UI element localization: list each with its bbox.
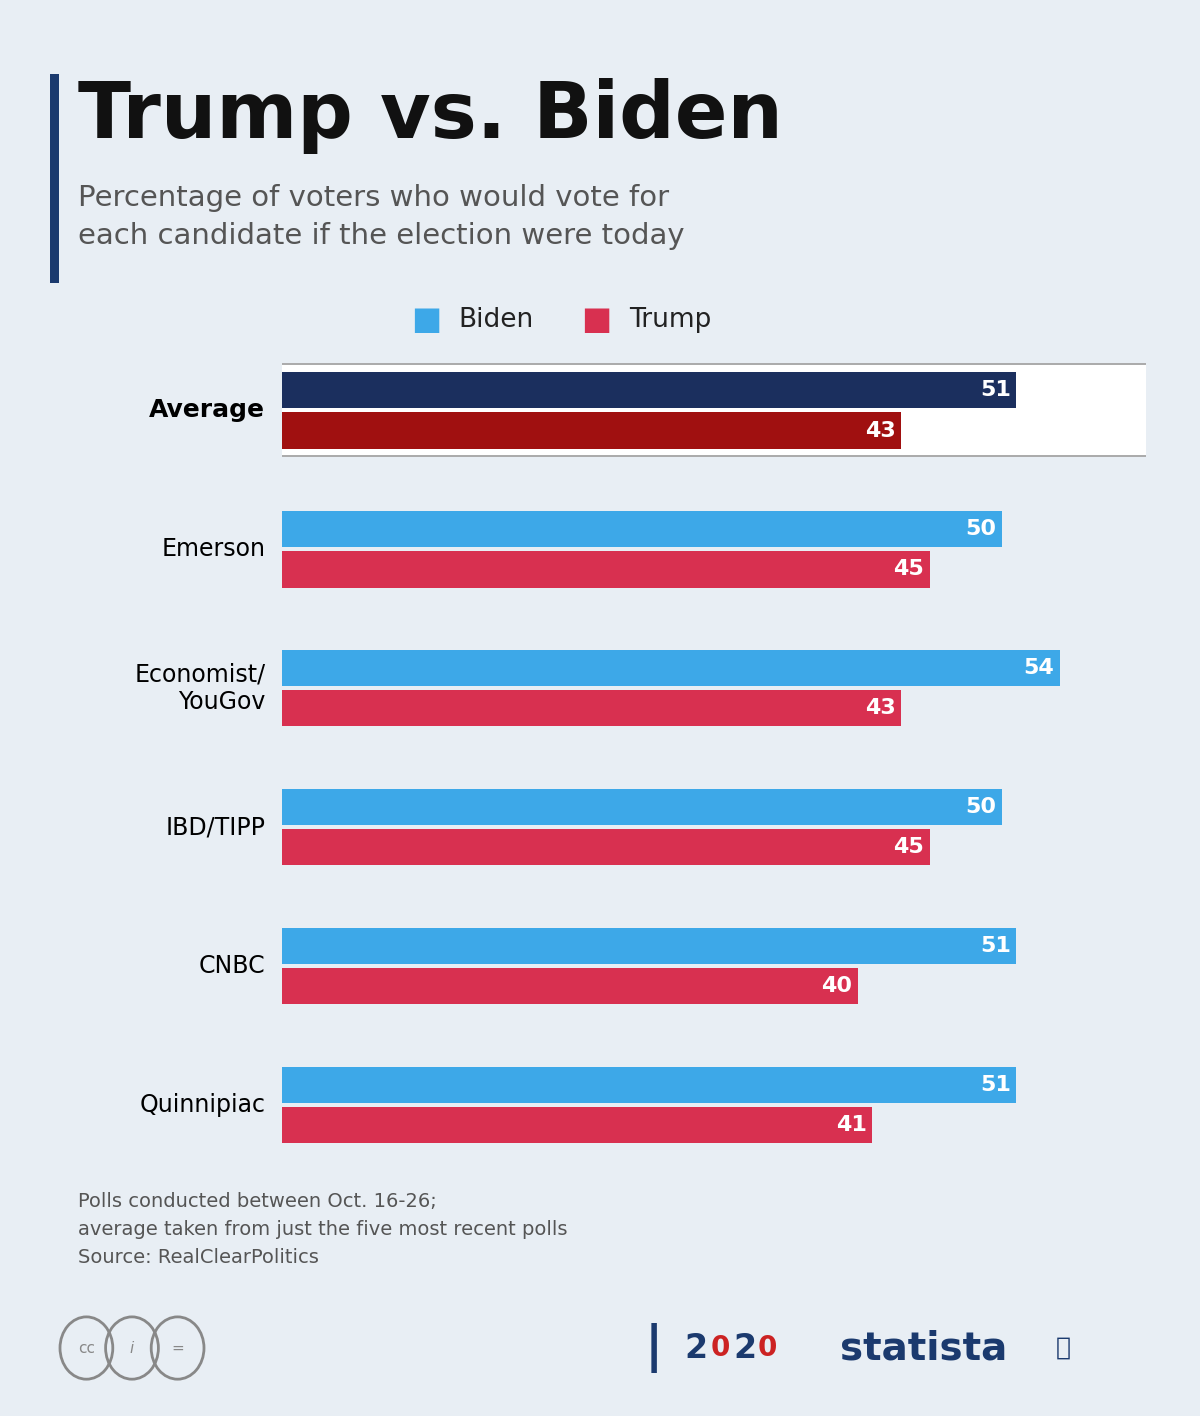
- Text: 0: 0: [710, 1334, 730, 1362]
- Text: 43: 43: [865, 698, 895, 718]
- Text: 2: 2: [684, 1331, 707, 1365]
- Text: =: =: [172, 1341, 184, 1355]
- Text: ■: ■: [410, 304, 442, 336]
- Text: |: |: [644, 1323, 664, 1374]
- Text: ⬛: ⬛: [1056, 1337, 1072, 1359]
- Text: 51: 51: [979, 1075, 1010, 1095]
- FancyBboxPatch shape: [260, 364, 1168, 456]
- Text: 43: 43: [865, 421, 895, 440]
- Text: Polls conducted between Oct. 16-26;
average taken from just the five most recent: Polls conducted between Oct. 16-26; aver…: [78, 1192, 568, 1267]
- Bar: [282, 789, 1002, 824]
- Text: 50: 50: [965, 797, 996, 817]
- Bar: [282, 511, 1002, 547]
- Text: Biden: Biden: [458, 307, 534, 333]
- Bar: [282, 969, 858, 1004]
- Bar: [282, 1107, 872, 1143]
- Text: 51: 51: [979, 936, 1010, 956]
- Text: ■: ■: [581, 304, 612, 336]
- Bar: [282, 372, 1016, 408]
- Text: 54: 54: [1024, 658, 1054, 678]
- Text: Percentage of voters who would vote for
each candidate if the election were toda: Percentage of voters who would vote for …: [78, 184, 685, 251]
- Text: 45: 45: [894, 837, 924, 857]
- Text: 50: 50: [965, 518, 996, 539]
- Text: 41: 41: [835, 1116, 866, 1136]
- Bar: [282, 551, 930, 588]
- Text: 40: 40: [821, 976, 852, 997]
- Text: 2: 2: [733, 1331, 756, 1365]
- Text: cc: cc: [78, 1341, 95, 1355]
- Text: statista: statista: [840, 1330, 1007, 1366]
- Bar: [282, 691, 901, 726]
- Bar: [282, 830, 930, 865]
- Text: 51: 51: [979, 379, 1010, 399]
- Bar: [282, 650, 1060, 685]
- Text: 0: 0: [757, 1334, 776, 1362]
- Text: Trump vs. Biden: Trump vs. Biden: [78, 78, 782, 154]
- Bar: [282, 1066, 1016, 1103]
- Text: Trump: Trump: [629, 307, 712, 333]
- Bar: [282, 412, 901, 449]
- Text: 45: 45: [894, 559, 924, 579]
- Text: i: i: [130, 1341, 134, 1355]
- Bar: [282, 927, 1016, 964]
